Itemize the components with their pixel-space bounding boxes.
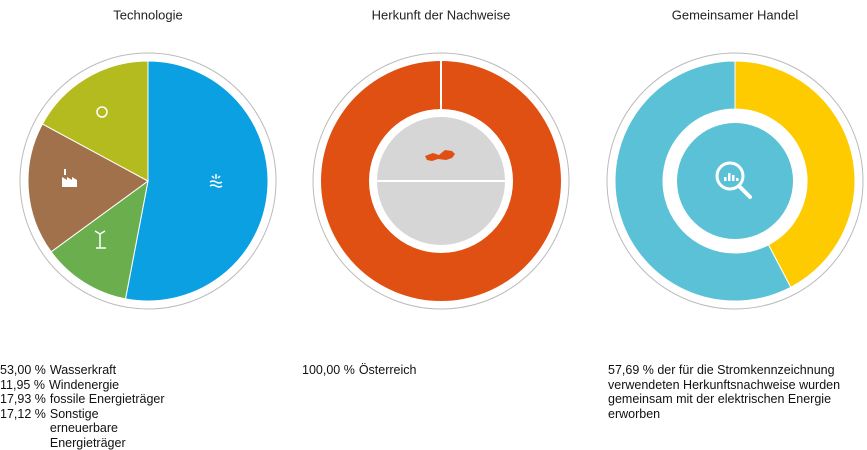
map-icon (425, 150, 455, 161)
legend-row: 53,00 % Wasserkraft (0, 363, 168, 378)
pie-outline (606, 52, 864, 310)
description: der für die Stromkennzeichnung verwendet… (608, 363, 841, 421)
icon-bar (724, 177, 727, 181)
value-label: 57,69 % (608, 363, 654, 377)
legend: 53,00 % Wasserkraft 11,95 % Windenergie 17,9… (0, 363, 168, 450)
pie-outline (312, 52, 570, 310)
legend-label: Sonstige erneuerbare Energieträger (49, 406, 126, 450)
eco-icon (96, 106, 108, 118)
pie-slice (41, 60, 149, 182)
donut-ring (321, 61, 561, 301)
icon-bar (736, 178, 739, 181)
chart-title: Herkunft der Nachweise (372, 7, 511, 22)
legend: 57,69 % der für die Stromkennzeichnung v… (608, 363, 867, 421)
pie-slice (734, 60, 856, 288)
chart-title: Technologie (113, 7, 182, 22)
value-label: 100,00 % (302, 363, 355, 377)
chart-title: Gemeinsamer Handel (672, 7, 799, 22)
legend-label: Wasserkraft (49, 363, 117, 377)
legend-row: 17,93 % fossile Energieträger (0, 392, 168, 407)
inner-disc (677, 123, 793, 239)
legend-row: 11,95 % Windenergie (0, 378, 168, 393)
legend: 100,00 % Österreich (302, 363, 477, 378)
magnifier (715, 161, 745, 191)
value-label: 53,00 % (0, 363, 46, 377)
value-label: 17,12 % (0, 406, 46, 421)
pie-outline (19, 52, 277, 310)
water-icon (209, 174, 223, 188)
value-label: 17,93 % (0, 392, 46, 406)
wind-icon (94, 230, 106, 249)
legend-row: 100,00 % Österreich (302, 363, 477, 378)
pie-slice (124, 60, 269, 302)
value-label: 11,95 % (0, 377, 45, 392)
magnifier-handle (737, 184, 752, 199)
legend-row: 17,12 % Sonstige erneuerbare Energieträge… (0, 407, 168, 450)
pie-slice (614, 60, 792, 302)
legend-label: Windenergie (48, 377, 120, 392)
icon-bar (732, 175, 735, 181)
pie-slice (27, 123, 149, 253)
legend-label: fossile Energieträger (49, 392, 165, 406)
legend-label: Österreich (358, 363, 417, 377)
factory-icon (62, 169, 77, 187)
icon-bar (728, 173, 731, 181)
